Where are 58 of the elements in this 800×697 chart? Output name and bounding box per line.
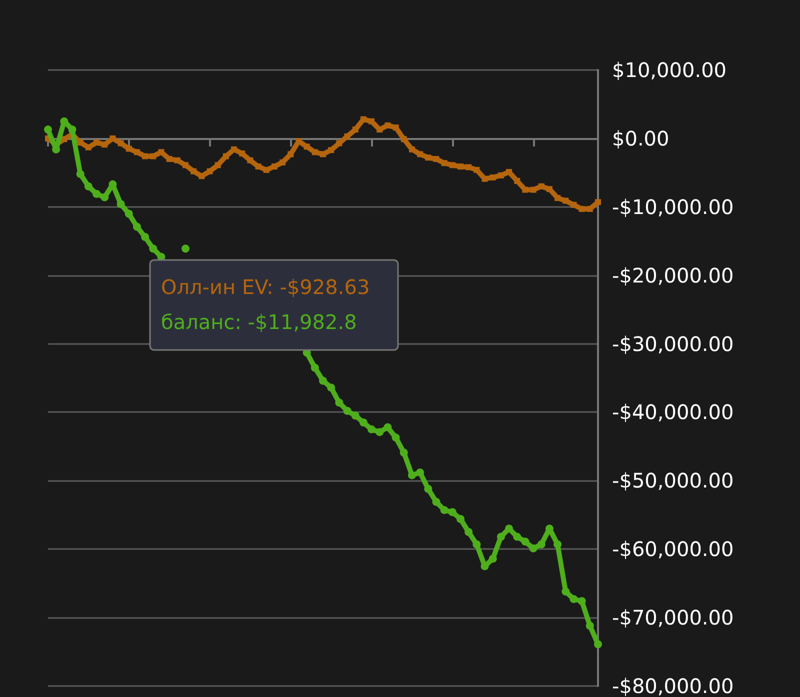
point <box>488 554 497 563</box>
point <box>44 126 52 134</box>
point <box>554 540 562 548</box>
y-tick-label: -$10,000.00 <box>612 194 734 219</box>
point <box>376 428 384 436</box>
point <box>76 170 84 178</box>
point <box>570 595 578 604</box>
y-tick-label: -$20,000.00 <box>612 263 734 288</box>
point <box>149 244 158 253</box>
point <box>537 540 546 548</box>
point <box>141 233 150 241</box>
point <box>182 244 190 253</box>
point <box>578 597 586 606</box>
point <box>472 540 481 548</box>
y-tick-label: -$60,000.00 <box>612 537 734 562</box>
point <box>400 448 408 457</box>
point <box>92 190 101 198</box>
point <box>448 508 456 516</box>
point <box>464 528 473 536</box>
y-tick-label: -$70,000.00 <box>612 606 734 630</box>
point <box>368 425 376 434</box>
y-tick-label: -$80,000.00 <box>612 674 734 697</box>
point <box>432 498 440 506</box>
point <box>440 506 448 514</box>
point <box>384 423 392 432</box>
point <box>424 484 432 493</box>
point <box>68 126 76 134</box>
point <box>359 418 368 426</box>
point <box>132 222 141 231</box>
point <box>505 524 514 533</box>
point <box>100 193 109 202</box>
annotation: Олл-ин EV: -$928.63 <box>161 275 370 299</box>
point <box>343 406 352 415</box>
y-tick-label: $10,000.00 <box>612 58 727 82</box>
point <box>416 468 424 476</box>
point <box>456 514 464 523</box>
point <box>529 544 538 552</box>
point <box>496 532 505 541</box>
point <box>116 200 125 208</box>
y-tick-label: -$40,000.00 <box>612 400 734 424</box>
point <box>327 384 336 392</box>
point <box>586 622 594 630</box>
point <box>521 538 530 546</box>
point <box>594 640 602 648</box>
point <box>392 434 400 442</box>
point <box>84 182 92 190</box>
annotation: баланс: -$11,982.8 <box>161 310 357 334</box>
point <box>408 471 416 480</box>
y-tick-label: -$50,000.00 <box>612 468 734 493</box>
point <box>351 412 360 420</box>
point <box>513 532 522 541</box>
y-tick-label: $0.00 <box>612 126 670 150</box>
point <box>562 588 570 596</box>
point <box>310 364 319 372</box>
y-tick-label: -$30,000.00 <box>612 332 734 356</box>
point <box>335 398 344 407</box>
point <box>124 210 133 218</box>
point <box>319 376 327 385</box>
